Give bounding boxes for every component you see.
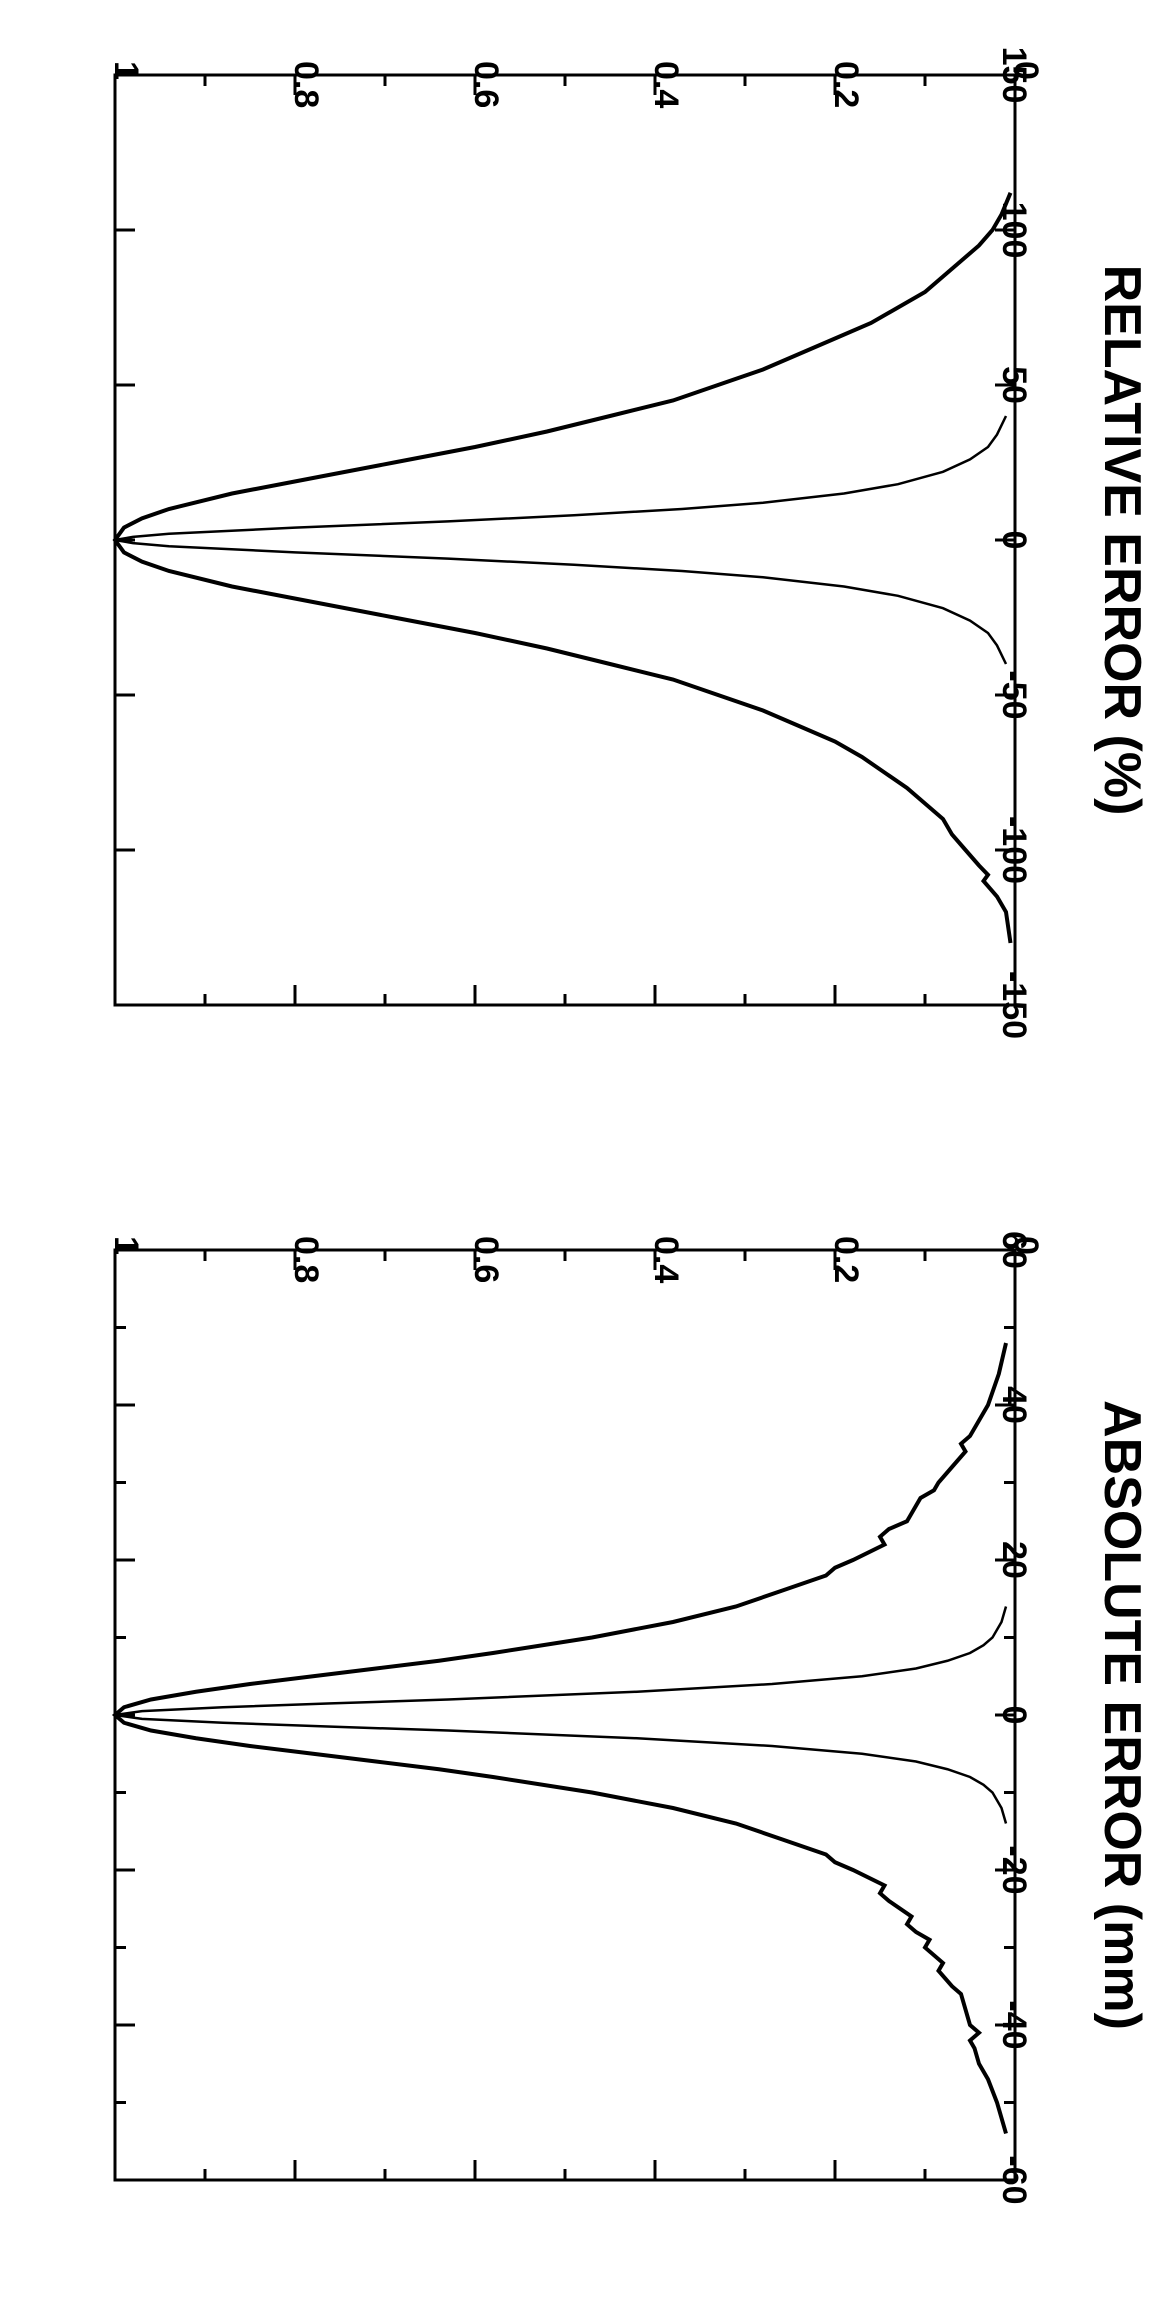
page-container: 00.20.40.60.81-150-100-50050100150RELATI…	[0, 0, 1149, 2305]
fig1d-svg: 00.20.40.60.81-60-40-200204060ABSOLUTE E…	[0, 0, 1149, 2305]
fig1d-panel: 00.20.40.60.81-60-40-200204060ABSOLUTE E…	[0, 0, 1149, 2305]
ytick-label: 0.8	[287, 1236, 325, 1283]
xtick-label: -40	[995, 2000, 1033, 2049]
xtick-label: 40	[995, 1386, 1033, 1424]
series-wide-distribution	[115, 1343, 1006, 2134]
xtick-label: -20	[995, 1845, 1033, 1894]
xtick-label: 60	[995, 1231, 1033, 1269]
fig1d-chart: 00.20.40.60.81-60-40-200204060ABSOLUTE E…	[107, 1231, 1149, 2204]
xtick-label: 20	[995, 1541, 1033, 1579]
series-narrow-distribution	[115, 1607, 1006, 1824]
ytick-label: 1	[107, 1236, 145, 1255]
ytick-label: 0.4	[647, 1236, 685, 1283]
ytick-label: 0.6	[467, 1236, 505, 1283]
xtick-label: 0	[995, 1706, 1033, 1725]
xtick-label: -60	[995, 2155, 1033, 2204]
x-axis-label: ABSOLUTE ERROR (mm)	[1093, 1400, 1149, 2030]
ytick-label: 0.2	[827, 1236, 865, 1283]
